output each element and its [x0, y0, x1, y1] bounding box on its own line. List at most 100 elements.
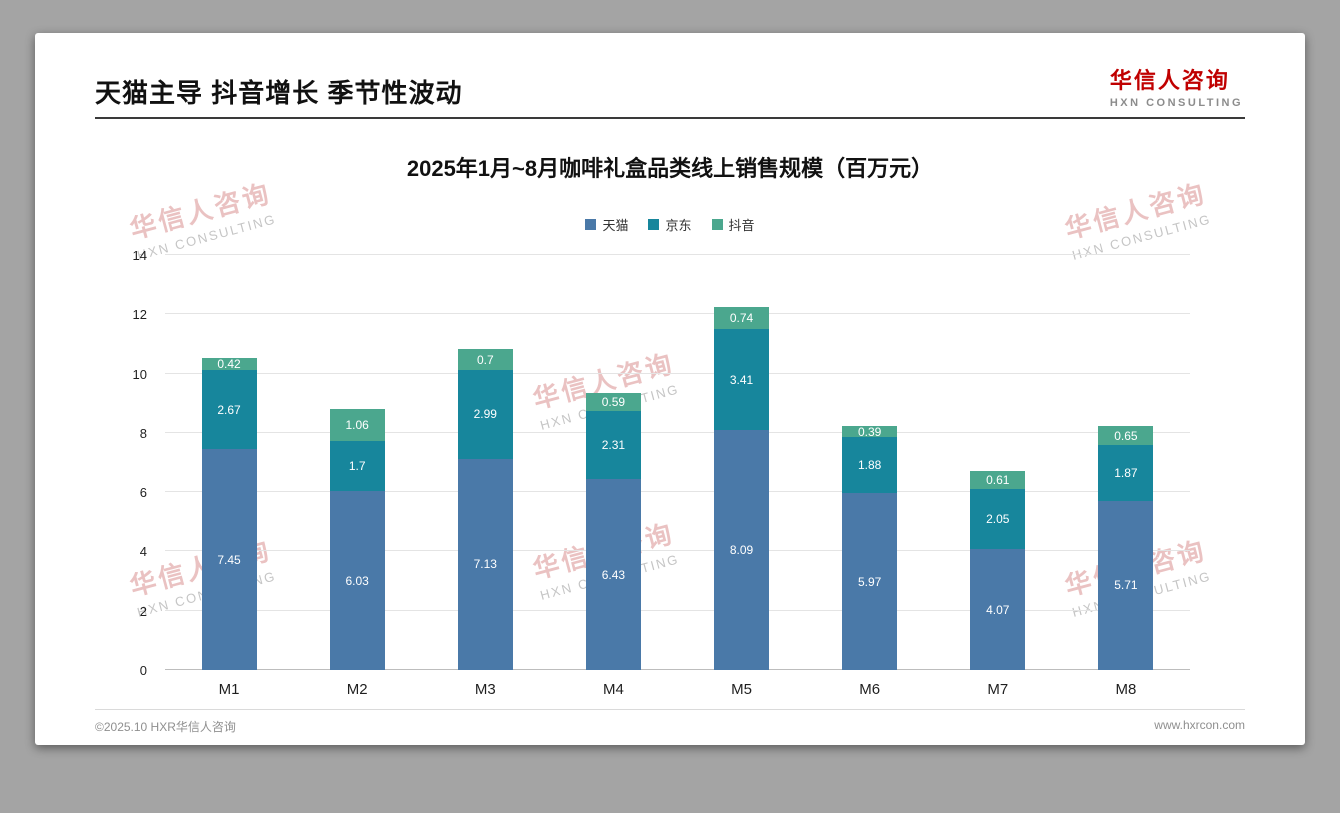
bar-segment-抖音: 0.65	[1098, 426, 1154, 446]
bar-segment-京东: 2.67	[201, 370, 257, 450]
plot-area: 7.45 2.67 0.42 6.03 1.7 1.06 7.13 2.99 0.7 6.43 2.…	[165, 254, 1190, 670]
bar-value-label: 0.7	[476, 352, 494, 367]
bar-segment-天猫: 6.03	[329, 491, 385, 670]
bar-value-label: 2.31	[601, 438, 626, 453]
bar-value-label: 1.06	[345, 418, 369, 433]
bar-segment-抖音: 0.74	[714, 307, 770, 330]
bar-value-label: 6.03	[345, 573, 369, 588]
footer: ©2025.10 HXR华信人咨询 www.hxrcon.com	[95, 709, 1245, 735]
bar-value-label: 7.45	[217, 552, 241, 567]
bar-value-label: 4.07	[986, 602, 1010, 617]
gridline	[165, 313, 1190, 315]
slide: 华信人咨询 HXN CONSULTING 华信人咨询 HXN CONSULTIN…	[35, 33, 1305, 745]
gridline	[165, 491, 1190, 493]
footer-website: www.hxrcon.com	[1154, 718, 1245, 732]
bar-segment-天猫: 6.43	[585, 479, 641, 670]
stacked-bar: 6.43 2.31 0.59	[585, 255, 641, 670]
gridline	[165, 254, 1190, 255]
x-axis-label: M3	[474, 681, 496, 698]
legend-label: 京东	[665, 218, 692, 233]
legend-item: 天猫	[585, 215, 628, 234]
bar-segment-京东: 1.88	[842, 437, 898, 494]
legend-label: 天猫	[602, 218, 629, 233]
x-axis-label: M6	[859, 681, 881, 698]
stacked-bar: 7.45 2.67 0.42	[201, 255, 257, 670]
bar-segment-天猫: 4.07	[970, 549, 1026, 670]
bar-segment-天猫: 7.45	[201, 449, 257, 670]
x-axis-label: M5	[731, 681, 752, 698]
stacked-bar: 5.71 1.87 0.65	[1098, 255, 1154, 670]
bar-value-label: 5.71	[1114, 578, 1138, 593]
y-axis-tick-label: 8	[139, 425, 147, 441]
bar-value-label: 2.05	[986, 511, 1010, 526]
bar-segment-京东: 2.31	[585, 410, 641, 480]
bar-segment-抖音: 0.61	[970, 470, 1026, 489]
logo-cn: 华信人咨询	[1109, 68, 1230, 93]
page-title: 天猫主导 抖音增长 季节性波动	[95, 78, 463, 108]
bar-value-label: 8.09	[729, 543, 754, 558]
x-axis-label: M1	[218, 681, 240, 698]
title-divider	[95, 117, 1245, 119]
y-axis-tick-label: 10	[132, 366, 147, 382]
bar-segment-抖音: 0.7	[457, 349, 513, 371]
bar-value-label: 2.99	[473, 407, 497, 422]
x-axis-label: M8	[1115, 681, 1137, 698]
bar-value-label: 0.39	[858, 424, 882, 439]
x-axis-label: M7	[987, 681, 1009, 698]
bar-value-label: 6.43	[601, 567, 626, 582]
legend-item: 京东	[648, 215, 692, 234]
bar-column: 5.71 1.87 0.65	[1062, 255, 1190, 670]
gridline	[165, 372, 1190, 374]
y-axis-tick-label: 4	[139, 544, 147, 560]
legend: 天猫 京东 抖音	[35, 215, 1305, 234]
stacked-bar: 7.13 2.99 0.7	[457, 255, 513, 670]
legend-swatch	[585, 219, 597, 230]
y-axis-tick-label: 14	[132, 248, 147, 263]
bar-value-label: 1.7	[348, 459, 366, 474]
stacked-bar: 4.07 2.05 0.61	[970, 255, 1026, 670]
gridline	[165, 609, 1190, 611]
bar-segment-京东: 1.87	[1098, 445, 1154, 501]
stacked-bar: 6.03 1.7 1.06	[329, 255, 385, 670]
y-axis: 0 2 4 6 8 10 12 14	[105, 248, 155, 678]
chart-title: 2025年1月~8月咖啡礼盒品类线上销售规模（百万元）	[406, 156, 934, 181]
stacked-bar: 8.09 3.41 0.74	[714, 255, 770, 670]
bar-segment-天猫: 8.09	[714, 430, 770, 670]
bar-segment-抖音: 0.59	[585, 393, 641, 411]
legend-label: 抖音	[728, 218, 755, 233]
gridline	[165, 669, 1190, 670]
bar-value-label: 0.61	[986, 472, 1010, 487]
bar-segment-天猫: 5.71	[1098, 500, 1154, 670]
logo-en: HXN CONSULTING	[1109, 97, 1243, 109]
bar-value-label: 5.97	[858, 574, 882, 589]
y-axis-tick-label: 2	[139, 603, 147, 619]
bar-segment-抖音: 0.39	[842, 424, 898, 439]
bar-column: 8.09 3.41 0.74	[678, 255, 806, 670]
bar-segment-京东: 2.05	[970, 488, 1026, 550]
bar-column: 6.03 1.7 1.06	[293, 255, 421, 670]
y-axis-tick-label: 0	[139, 663, 147, 678]
y-axis-tick-label: 12	[132, 307, 147, 323]
bar-value-label: 0.65	[1114, 428, 1138, 443]
bar-value-label: 0.42	[217, 356, 241, 371]
bar-columns: 7.45 2.67 0.42 6.03 1.7 1.06 7.13 2.99 0.7 6.43 2.…	[165, 255, 1190, 670]
bar-segment-京东: 1.7	[329, 440, 385, 492]
bar-value-label: 2.67	[217, 402, 241, 417]
bar-value-label: 7.13	[473, 557, 497, 572]
bar-value-label: 0.74	[729, 311, 754, 326]
bar-column: 7.45 2.67 0.42	[165, 255, 293, 670]
bar-segment-天猫: 7.13	[457, 458, 513, 670]
stacked-bar: 5.97 1.88 0.39	[842, 255, 898, 670]
bar-value-label: 3.41	[729, 372, 754, 387]
bar-value-label: 0.59	[601, 395, 626, 410]
gridline	[165, 431, 1190, 433]
bar-segment-抖音: 0.42	[201, 356, 257, 371]
bar-value-label: 1.88	[858, 458, 882, 473]
bar-segment-天猫: 5.97	[842, 493, 898, 670]
bar-column: 7.13 2.99 0.7	[421, 255, 549, 670]
legend-swatch	[648, 219, 660, 230]
gridline	[165, 550, 1190, 552]
x-axis-label: M4	[603, 681, 624, 698]
bar-segment-京东: 2.99	[457, 370, 513, 459]
logo: 华信人咨询 HXN CONSULTING	[1110, 63, 1243, 109]
